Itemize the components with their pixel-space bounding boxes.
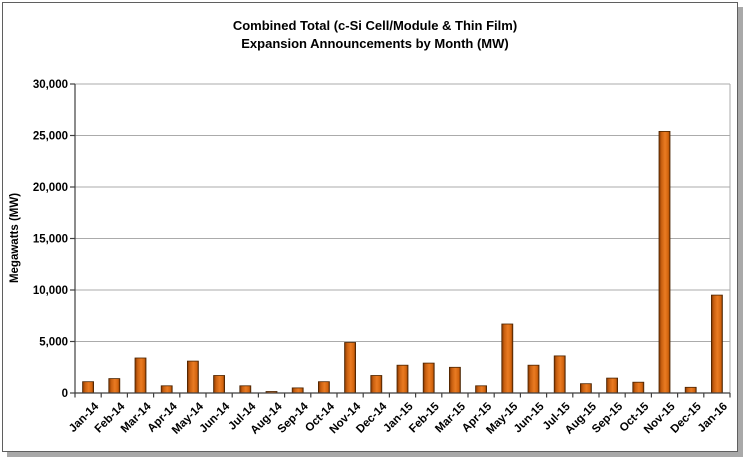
y-tick-label-30,000: 30,000: [33, 79, 68, 91]
bar-Sep-15: [606, 377, 618, 394]
bar-Jan-14: [82, 381, 94, 394]
y-tick-label-20,000: 20,000: [33, 182, 68, 194]
bar-Jul-15: [553, 355, 566, 394]
gridlines: [75, 83, 731, 393]
y-tick-label-5,000: 5,000: [39, 337, 68, 349]
axes: [70, 83, 731, 398]
bar-Nov-15: [658, 130, 671, 394]
bar-Oct-14: [317, 381, 330, 394]
bar-Sep-14: [291, 387, 304, 394]
chart-frame: [2, 2, 738, 452]
bar-Dec-14: [370, 375, 383, 394]
bar-Mar-14: [134, 357, 147, 394]
y-tick-labels: 0 5,000 10,000 15,000 20,000 25,000 30,000: [33, 79, 68, 400]
bar-Mar-15: [448, 366, 461, 394]
y-tick-label-15,000: 15,000: [33, 234, 68, 246]
bar-Feb-14: [108, 378, 121, 394]
bar-Aug-15: [580, 383, 592, 394]
bar-May-15: [501, 323, 514, 394]
bar-Apr-14: [160, 385, 173, 394]
bar-Dec-15: [684, 386, 697, 394]
bar-Jan-16: [711, 294, 723, 394]
y-tick-label-25,000: 25,000: [33, 131, 68, 143]
bar-Jan-15: [396, 364, 409, 394]
bar-May-14: [186, 360, 199, 394]
y-axis-title: Megawatts (MW): [9, 193, 21, 283]
chart-title-line2: Expansion Announcements by Month (MW): [241, 36, 508, 51]
bar-Jul-14: [239, 385, 252, 394]
bar-Jun-14: [213, 375, 226, 394]
chart-title-line1: Combined Total (c-Si Cell/Module & Thin …: [233, 18, 517, 33]
bar-Jun-15: [527, 364, 540, 394]
y-tick-label-10,000: 10,000: [33, 285, 68, 297]
y-tick-label-0: 0: [62, 388, 68, 400]
bar-Nov-14: [344, 342, 357, 394]
bar-Apr-15: [475, 385, 488, 394]
bar-Oct-15: [632, 381, 645, 394]
frame-shadow: [738, 7, 743, 457]
frame-shadow: [7, 452, 743, 457]
bar-Feb-15: [422, 362, 435, 394]
